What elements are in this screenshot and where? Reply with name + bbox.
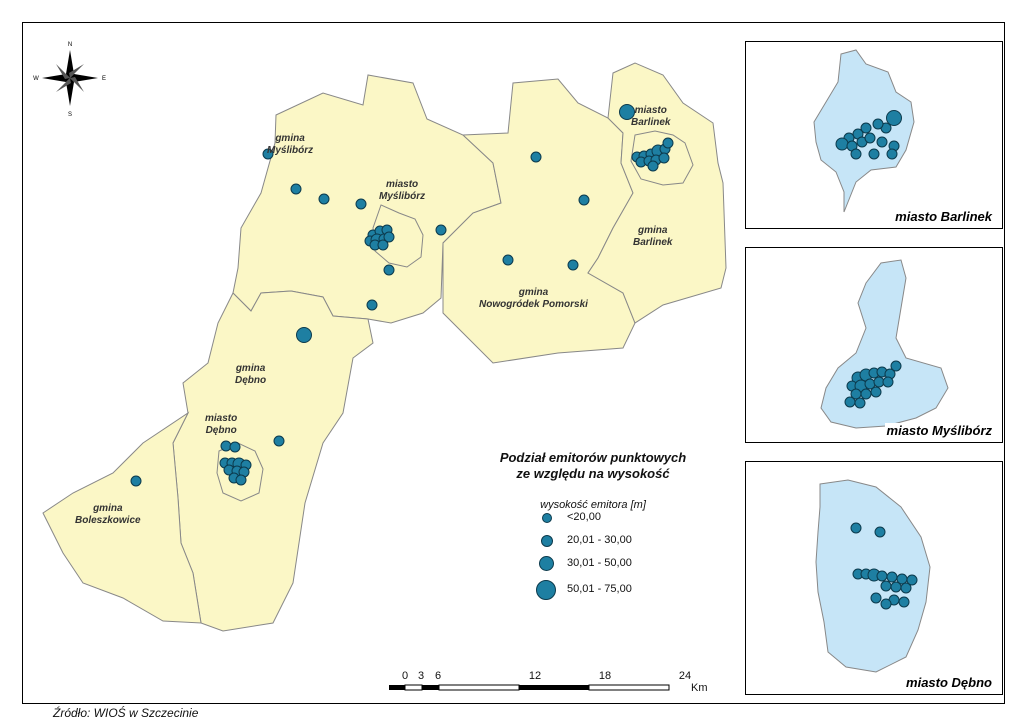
map-frame: N S E W — [22, 22, 1005, 720]
label-gmina-nowogrodek: gmina Nowogródek Pomorski — [479, 287, 588, 310]
legend-subtitle: wysokość emitora [m] — [540, 499, 646, 511]
label-miasto-debno: miasto Dębno — [205, 413, 238, 436]
emitter-point — [530, 151, 542, 163]
scale-unit: Km — [691, 682, 708, 694]
compass-rose-icon: N S E W — [33, 42, 106, 118]
inset-label-barlinek: miasto Barlinek — [893, 209, 994, 224]
emitter-point — [619, 104, 635, 120]
label-miasto-barlinek: miasto Barlinek — [631, 105, 671, 128]
point-symbol-small — [542, 513, 552, 523]
inset-label-mysliborz: miasto Myślibórz — [884, 423, 994, 438]
emitter-point — [229, 441, 241, 453]
inset-mysliborz: miasto Myślibórz — [745, 247, 1003, 443]
gmina-barlinek-area — [587, 62, 727, 324]
compass-e: E — [102, 76, 106, 82]
emitter-point — [383, 264, 395, 276]
source-note: Źródło: WIOŚ w Szczecinie — [53, 706, 199, 720]
emitter-points — [130, 104, 674, 487]
emitter-point — [435, 224, 447, 236]
emitter-points — [835, 110, 902, 160]
inset-label-debno: miasto Dębno — [904, 675, 994, 690]
emitter-point — [290, 183, 302, 195]
emitter-point — [383, 231, 395, 243]
legend-title: Podział emitorów punktowych ze względu n… — [499, 450, 687, 481]
compass-n: N — [68, 42, 72, 48]
scale-tick: 0 — [401, 670, 409, 682]
gmina-nowogrodek-area — [442, 78, 636, 364]
scale-bar — [389, 684, 670, 691]
emitter-point — [578, 194, 590, 206]
emitter-point — [130, 475, 142, 487]
point-symbol-xlarge — [536, 580, 556, 600]
scale-tick: 24 — [678, 670, 692, 682]
emitter-point — [647, 160, 659, 172]
label-gmina-barlinek: gmina Barlinek — [633, 225, 673, 248]
label-gmina-mysliborz: gmina Myślibórz — [267, 133, 314, 156]
gmina-debno-area — [172, 290, 374, 632]
gmina-mysliborz-area — [232, 74, 502, 324]
emitter-point — [502, 254, 514, 266]
scale-tick: 18 — [598, 670, 612, 682]
inset-barlinek: miasto Barlinek — [745, 41, 1003, 229]
label-miasto-mysliborz: miasto Myślibórz — [379, 179, 426, 202]
scale-tick: 3 — [417, 670, 425, 682]
label-gmina-debno: gmina Dębno — [235, 363, 267, 386]
label-gmina-boleszkowice: gmina Boleszkowice — [75, 503, 141, 526]
emitter-point — [567, 259, 579, 271]
emitter-point — [296, 327, 312, 343]
emitter-point — [377, 239, 389, 251]
emitter-point — [658, 152, 670, 164]
emitter-point — [355, 198, 367, 210]
emitter-point — [262, 148, 274, 160]
inset-debno: miasto Dębno — [745, 461, 1003, 695]
main-map: N S E W — [33, 42, 727, 691]
emitter-point — [662, 137, 674, 149]
emitter-point — [220, 440, 232, 452]
scale-tick: 6 — [434, 670, 442, 682]
scale-tick: 12 — [528, 670, 542, 682]
emitter-point — [273, 435, 285, 447]
gmina-boleszkowice-area — [42, 411, 202, 624]
emitter-point — [235, 474, 247, 486]
emitter-points — [850, 522, 918, 610]
emitter-point — [366, 299, 378, 311]
compass-w: W — [33, 76, 39, 82]
emitter-points — [844, 360, 902, 409]
emitter-point — [318, 193, 330, 205]
point-symbol-large — [539, 556, 554, 571]
point-symbol-medium — [541, 535, 553, 547]
compass-s: S — [68, 112, 72, 118]
